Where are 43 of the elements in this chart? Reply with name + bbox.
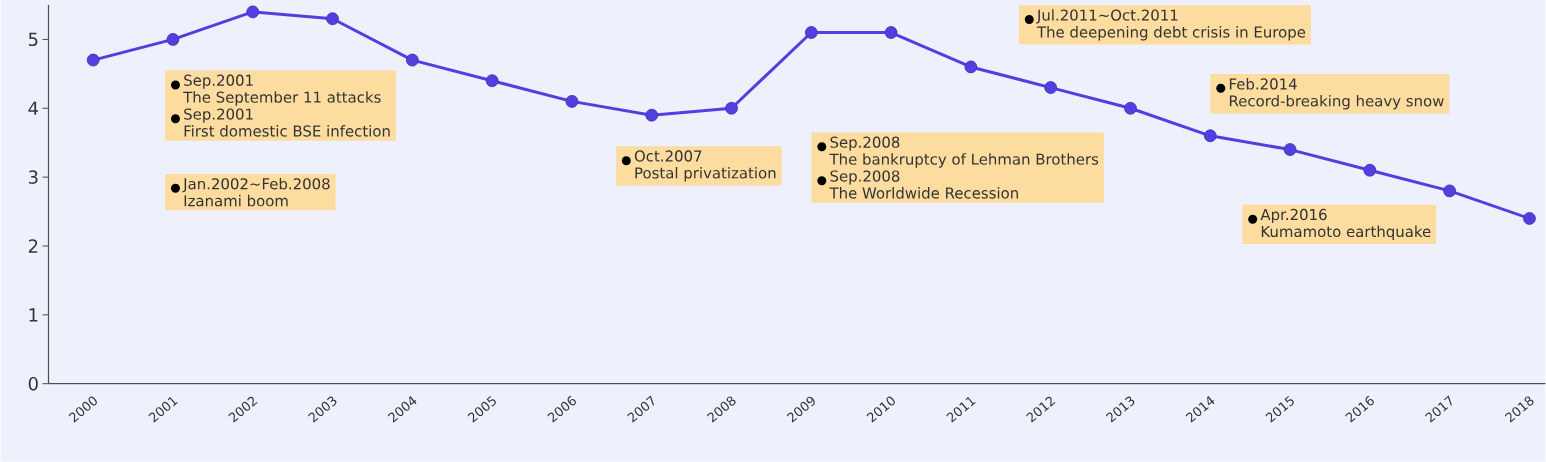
point bbox=[1124, 101, 1137, 115]
annotation: First domestic BSE infection bbox=[184, 125, 390, 137]
y-tick-label: 2 bbox=[28, 239, 38, 253]
annotation: Sep.2008 bbox=[830, 170, 900, 185]
annotation: Postal privatization bbox=[635, 166, 776, 182]
point bbox=[964, 60, 978, 74]
point bbox=[884, 26, 898, 39]
point bbox=[86, 53, 100, 67]
annotation: The deepening debt crisis in Europe bbox=[1036, 26, 1306, 41]
annotation: Sep.2001 bbox=[184, 108, 253, 123]
y-tick-label: 4 bbox=[28, 101, 38, 115]
point bbox=[1283, 143, 1297, 156]
y-tick-label: 3 bbox=[28, 170, 38, 184]
point bbox=[405, 53, 419, 67]
annotation: Sep.2001 bbox=[184, 74, 253, 89]
annotation: Jul.2011~Oct.2011 bbox=[1036, 9, 1178, 24]
annotation: Apr.2016 bbox=[1260, 208, 1327, 223]
point bbox=[1443, 184, 1457, 198]
annotation: Sep.2008 bbox=[830, 136, 900, 151]
annotation: The bankruptcy of Lehman Brothers bbox=[829, 153, 1099, 168]
point bbox=[485, 74, 499, 88]
annotation: Izanami boom bbox=[184, 194, 288, 207]
point bbox=[246, 5, 260, 19]
annotation: Jan.2002~Feb.2008 bbox=[182, 177, 330, 193]
point bbox=[166, 32, 180, 46]
y-tick-label: 1 bbox=[29, 308, 38, 322]
point bbox=[1523, 211, 1536, 225]
point bbox=[1044, 81, 1058, 94]
point bbox=[725, 101, 738, 115]
point bbox=[1363, 163, 1377, 177]
annotation: Feb.2014 bbox=[1229, 77, 1297, 90]
point bbox=[326, 12, 339, 26]
point bbox=[804, 26, 818, 39]
y-tick-label: 5 bbox=[28, 32, 38, 47]
annotation: Kumamoto earthquake bbox=[1261, 225, 1431, 240]
point bbox=[565, 94, 579, 108]
annotation: Record-breaking heavy snow bbox=[1229, 94, 1444, 110]
y-tick-label: 0 bbox=[28, 376, 38, 391]
point bbox=[1203, 129, 1217, 143]
point bbox=[645, 108, 659, 122]
annotation: Oct.2007 bbox=[634, 150, 702, 162]
annotation: The Worldwide Recession bbox=[829, 187, 1018, 199]
annotation: The September 11 attacks bbox=[183, 91, 381, 106]
